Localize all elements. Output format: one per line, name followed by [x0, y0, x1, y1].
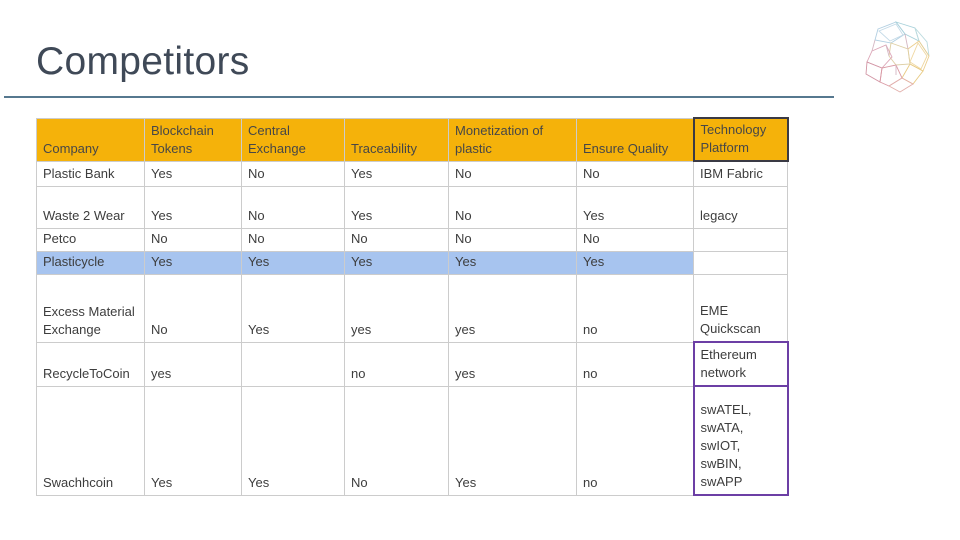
table-row: Waste 2 Wear Yes No Yes No Yes legacy	[36, 185, 788, 229]
table-cell[interactable]: Yes	[241, 250, 345, 275]
table-cell[interactable]: No	[241, 227, 345, 252]
competitors-table: Company Blockchain Tokens Central Exchan…	[36, 117, 789, 496]
table-cell[interactable]: No	[241, 185, 345, 229]
column-header-company[interactable]: Company	[36, 117, 145, 162]
table-cell[interactable]: Yes	[241, 273, 345, 343]
column-header-central-exchange[interactable]: Central Exchange	[241, 117, 345, 162]
table-cell[interactable]	[241, 341, 345, 387]
table-cell[interactable]: yes	[448, 273, 577, 343]
table-cell[interactable]: no	[576, 341, 694, 387]
table-cell[interactable]: No	[576, 160, 694, 187]
table-cell[interactable]: Yes	[344, 160, 449, 187]
table-cell[interactable]: No	[448, 160, 577, 187]
table-cell[interactable]: Yes	[448, 385, 577, 496]
table-cell[interactable]: no	[576, 385, 694, 496]
table-header-row: Company Blockchain Tokens Central Exchan…	[36, 117, 789, 162]
table-cell[interactable]: yes	[448, 341, 577, 387]
column-header-blockchain-tokens[interactable]: Blockchain Tokens	[144, 117, 242, 162]
column-header-technology-platform[interactable]: Technology Platform	[692, 117, 789, 162]
title-underline	[4, 96, 834, 98]
table-cell[interactable]: yes	[344, 273, 449, 343]
table-cell[interactable]	[693, 250, 788, 275]
table-cell[interactable]: Yes	[144, 385, 242, 496]
table-cell-purple-outlined[interactable]: swATEL, swATA, swIOT, swBIN, swAPP	[692, 385, 789, 496]
table-cell[interactable]: No	[241, 160, 345, 187]
table-cell[interactable]: Yes	[144, 250, 242, 275]
table-cell[interactable]: Yes	[144, 185, 242, 229]
table-cell[interactable]: EME Quickscan	[693, 273, 788, 343]
company-cell[interactable]: Plastic Bank	[36, 160, 145, 187]
table-cell[interactable]: No	[576, 227, 694, 252]
table-cell[interactable]: Yes	[241, 385, 345, 496]
table-cell[interactable]: Yes	[576, 250, 694, 275]
table-cell[interactable]: Yes	[344, 185, 449, 229]
table-row: Petco No No No No No	[36, 227, 788, 252]
table-cell[interactable]: no	[344, 341, 449, 387]
company-cell[interactable]: Swachhcoin	[36, 385, 145, 496]
table-row: Plastic Bank Yes No Yes No No IBM Fabric	[36, 160, 788, 187]
table-cell[interactable]: No	[344, 227, 449, 252]
table-cell[interactable]: legacy	[693, 185, 788, 229]
table-cell[interactable]: No	[344, 385, 449, 496]
table-cell[interactable]: Yes	[344, 250, 449, 275]
table-cell[interactable]: No	[448, 185, 577, 229]
table-cell[interactable]: Yes	[576, 185, 694, 229]
page-title: Competitors	[36, 40, 250, 83]
table-row: Swachhcoin Yes Yes No Yes no swATEL, swA…	[36, 385, 789, 496]
table-cell[interactable]: Yes	[448, 250, 577, 275]
table-cell[interactable]: IBM Fabric	[693, 160, 788, 187]
table-cell[interactable]: No	[144, 273, 242, 343]
table-row: RecycleToCoin yes no yes no Ethereum net…	[36, 341, 789, 387]
table-cell[interactable]: yes	[144, 341, 242, 387]
company-cell[interactable]: Plasticycle	[36, 250, 145, 275]
table-cell[interactable]	[693, 227, 788, 252]
table-row-highlighted: Plasticycle Yes Yes Yes Yes Yes	[36, 250, 788, 275]
wireframe-globe-logo	[865, 21, 930, 93]
company-cell[interactable]: Waste 2 Wear	[36, 185, 145, 229]
column-header-ensure-quality[interactable]: Ensure Quality	[576, 117, 694, 162]
table-cell[interactable]: No	[448, 227, 577, 252]
table-cell-purple-outlined[interactable]: Ethereum network	[692, 341, 789, 387]
column-header-monetization[interactable]: Monetization of plastic	[448, 117, 577, 162]
table-row: Excess Material Exchange No Yes yes yes …	[36, 273, 788, 343]
column-header-traceability[interactable]: Traceability	[344, 117, 449, 162]
company-cell[interactable]: Petco	[36, 227, 145, 252]
company-cell[interactable]: Excess Material Exchange	[36, 273, 145, 343]
table-cell[interactable]: Yes	[144, 160, 242, 187]
table-cell[interactable]: no	[576, 273, 694, 343]
table-cell[interactable]: No	[144, 227, 242, 252]
company-cell[interactable]: RecycleToCoin	[36, 341, 145, 387]
